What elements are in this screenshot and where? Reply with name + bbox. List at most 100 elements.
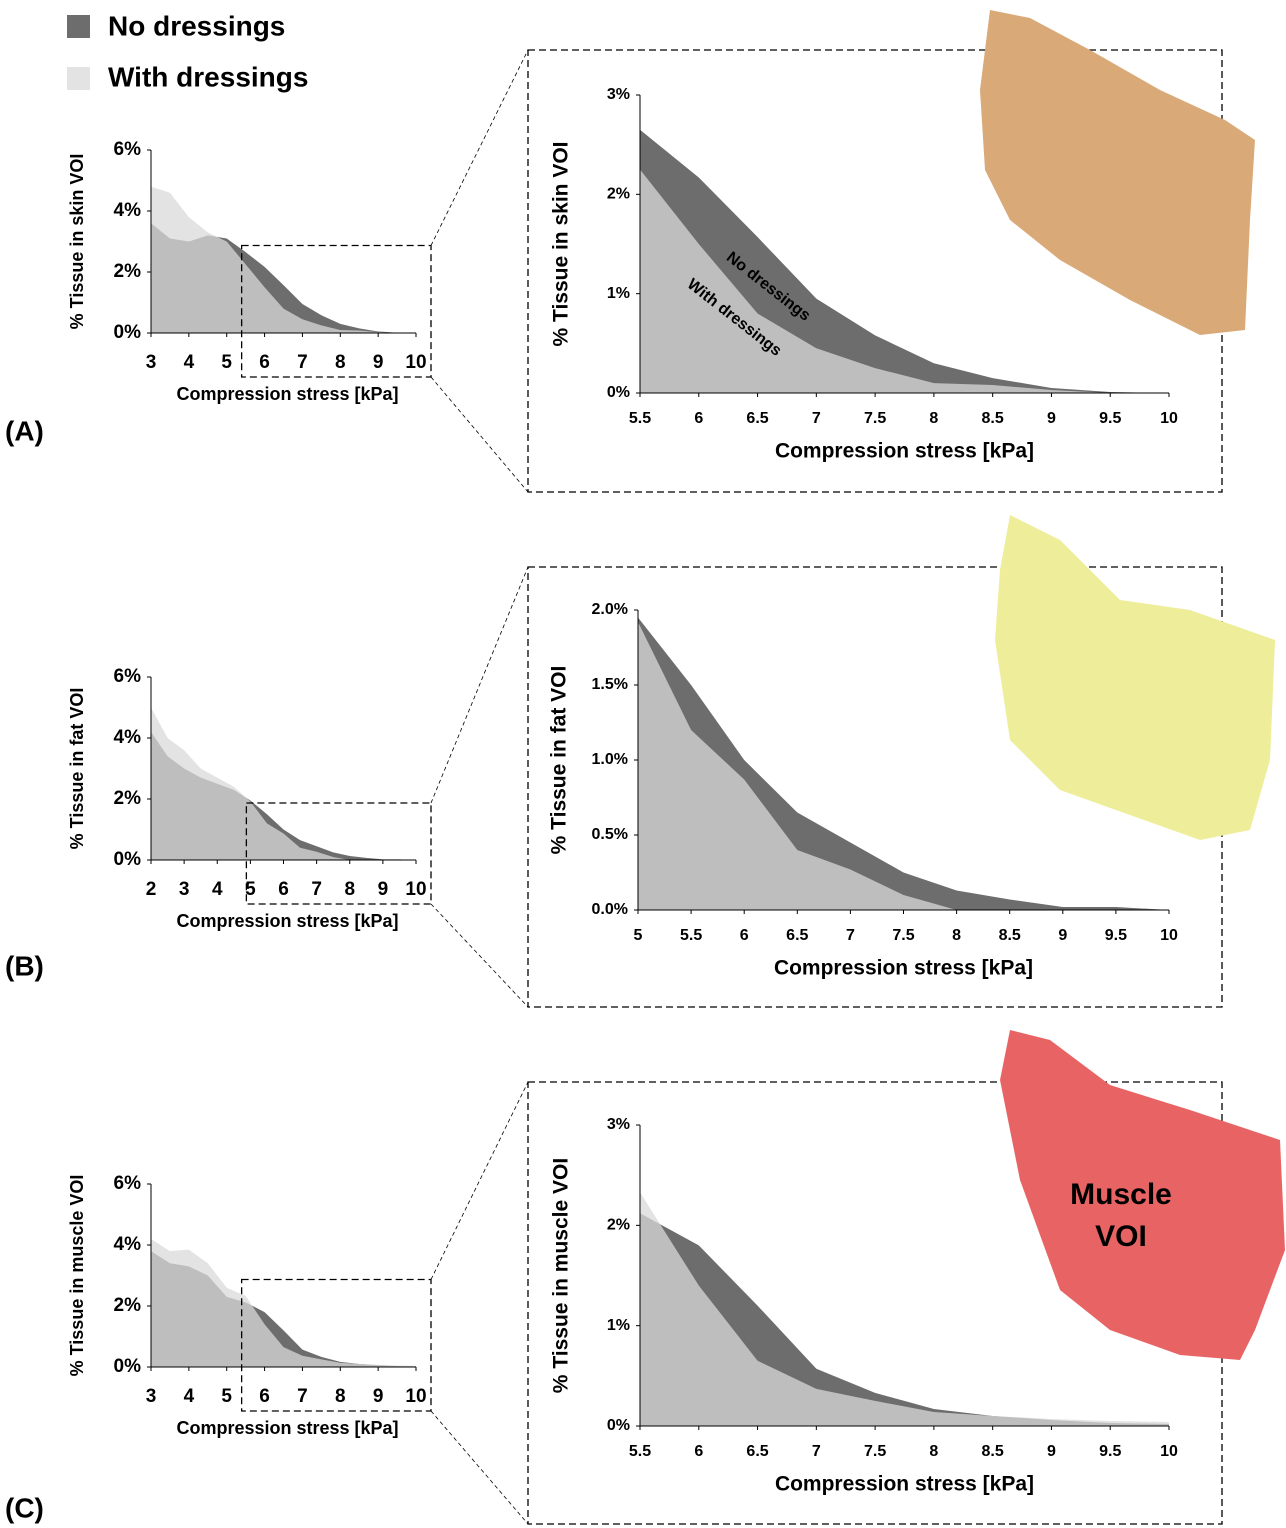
- y-tick-label: 4%: [114, 727, 142, 748]
- area: [151, 707, 416, 860]
- x-tick-label: 3: [146, 352, 157, 373]
- x-tick-label: 7: [812, 1443, 821, 1460]
- x-tick-label: 6: [259, 1386, 270, 1407]
- area: [638, 622, 1169, 910]
- y-tick-label: 1.5%: [592, 676, 628, 693]
- x-tick-label: 7: [812, 410, 821, 427]
- zoom-box: [240, 244, 432, 378]
- y-tick-label: 2%: [114, 788, 142, 809]
- x-tick-label: 8: [335, 1386, 346, 1407]
- zoom-connector: [430, 376, 529, 493]
- y-tick-label: 0%: [607, 384, 630, 401]
- x-tick-label: 7.5: [864, 410, 886, 427]
- x-tick-label: 7: [297, 352, 308, 373]
- y-axis-label: % Tissue in fat VOI: [67, 688, 87, 850]
- x-tick-label: 5: [245, 879, 256, 900]
- y-tick-label: 0%: [114, 322, 142, 343]
- x-tick-label: 5.5: [629, 410, 651, 427]
- y-tick-label: 0%: [114, 849, 142, 870]
- skin-voi-image: [980, 10, 1255, 335]
- x-tick-label: 3: [146, 1386, 157, 1407]
- x-tick-label: 5: [221, 1386, 232, 1407]
- area: [640, 169, 1169, 393]
- panel-label: (C): [5, 1492, 44, 1523]
- x-tick-label: 9.5: [1099, 1443, 1121, 1460]
- x-axis-label: Compression stress [kPa]: [176, 1418, 398, 1438]
- zoom-box: [240, 1278, 432, 1412]
- x-tick-label: 9: [1047, 410, 1056, 427]
- y-tick-label: 2%: [607, 186, 630, 203]
- x-tick-label: 4: [184, 1386, 195, 1407]
- x-tick-label: 9: [1058, 927, 1067, 944]
- legend-label: No dressings: [108, 10, 285, 41]
- x-tick-label: 5: [634, 927, 643, 944]
- x-tick-label: 5.5: [680, 927, 702, 944]
- x-tick-label: 6: [694, 410, 703, 427]
- x-tick-label: 10: [1160, 1443, 1178, 1460]
- muscle-voi-image: [1000, 1030, 1285, 1360]
- y-tick-label: 2%: [114, 261, 142, 282]
- zoom-connector: [430, 566, 529, 804]
- zoom-connector: [430, 1081, 529, 1280]
- x-axis-label: Compression stress [kPa]: [176, 384, 398, 404]
- y-tick-label: 2%: [114, 1295, 142, 1316]
- x-tick-label: 7: [846, 927, 855, 944]
- x-tick-label: 6: [259, 352, 270, 373]
- y-tick-label: 0%: [607, 1417, 630, 1434]
- x-tick-label: 4: [212, 879, 223, 900]
- y-tick-label: 2%: [607, 1217, 630, 1234]
- x-tick-label: 6.5: [746, 1443, 768, 1460]
- y-axis-label: % Tissue in fat VOI: [548, 666, 571, 855]
- y-tick-label: 4%: [114, 1234, 142, 1255]
- zoom-connector: [430, 903, 529, 1008]
- x-tick-label: 9.5: [1105, 927, 1127, 944]
- y-tick-label: 0.5%: [592, 826, 628, 843]
- x-tick-label: 4: [184, 352, 195, 373]
- y-tick-label: 0.0%: [592, 901, 628, 918]
- x-tick-label: 8: [929, 410, 938, 427]
- y-tick-label: 6%: [114, 666, 142, 687]
- area: [151, 186, 416, 333]
- panel-label: (A): [5, 415, 44, 446]
- x-tick-label: 8: [929, 1443, 938, 1460]
- x-tick-label: 8: [952, 927, 961, 944]
- y-axis-label: % Tissue in muscle VOI: [67, 1175, 87, 1377]
- y-tick-label: 1.0%: [592, 751, 628, 768]
- x-axis-label: Compression stress [kPa]: [775, 1473, 1034, 1496]
- zoom-connector: [430, 49, 529, 246]
- zoom-connector: [430, 1410, 529, 1525]
- y-tick-label: 6%: [114, 139, 142, 160]
- x-tick-label: 7.5: [892, 927, 914, 944]
- x-tick-label: 8.5: [982, 1443, 1004, 1460]
- x-tick-label: 7: [297, 1386, 308, 1407]
- x-tick-label: 6: [694, 1443, 703, 1460]
- adipose-voi-image: [995, 515, 1275, 840]
- x-tick-label: 10: [1160, 410, 1178, 427]
- x-tick-label: 10: [405, 879, 426, 900]
- y-tick-label: 6%: [114, 1173, 142, 1194]
- x-tick-label: 9.5: [1099, 410, 1121, 427]
- x-tick-label: 7: [311, 879, 322, 900]
- voi-images: [980, 10, 1285, 1360]
- x-axis-label: Compression stress [kPa]: [774, 957, 1033, 980]
- y-tick-label: 3%: [607, 1116, 630, 1133]
- area: [151, 1238, 416, 1367]
- x-tick-label: 10: [1160, 927, 1178, 944]
- zoom-box: [245, 802, 432, 905]
- y-tick-label: 1%: [607, 1317, 630, 1334]
- legend-label: With dressings: [108, 61, 308, 92]
- x-tick-label: 9: [373, 352, 384, 373]
- x-tick-label: 6.5: [746, 410, 768, 427]
- image-label: VOI: [1095, 1220, 1147, 1253]
- x-tick-label: 6: [740, 927, 749, 944]
- x-tick-label: 8.5: [999, 927, 1021, 944]
- y-axis-label: % Tissue in skin VOI: [67, 154, 87, 330]
- x-tick-label: 6.5: [786, 927, 808, 944]
- x-tick-label: 8: [335, 352, 346, 373]
- x-tick-label: 5: [221, 352, 232, 373]
- legend-swatch: [67, 67, 90, 90]
- y-axis-label: % Tissue in muscle VOI: [550, 1158, 573, 1393]
- x-axis-label: Compression stress [kPa]: [176, 911, 398, 931]
- x-tick-label: 9: [378, 879, 389, 900]
- x-tick-label: 2: [146, 879, 157, 900]
